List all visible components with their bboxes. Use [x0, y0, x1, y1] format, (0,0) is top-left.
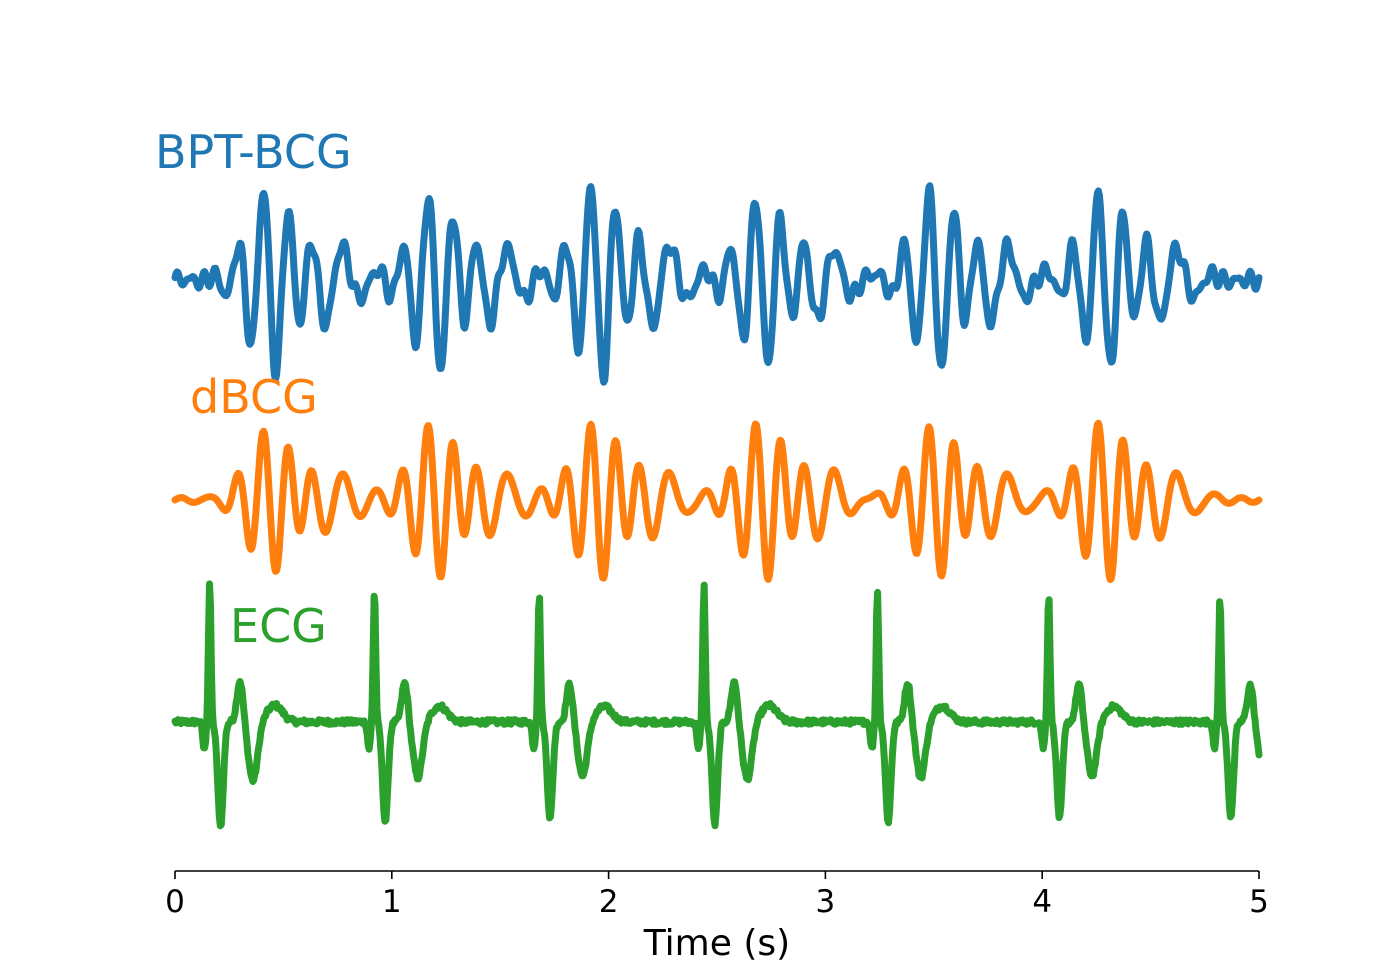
- x-ticks: 0 1 2 3 4 5: [165, 871, 1269, 920]
- series-label-bpt-bcg: BPT-BCG: [155, 125, 352, 179]
- traces-group: [171, 182, 1263, 830]
- x-tick-label: 3: [816, 884, 836, 920]
- series-label-ecg: ECG: [230, 599, 327, 653]
- series-line-bpt-bcg: [171, 182, 1263, 386]
- series-label-dbcg: dBCG: [190, 370, 318, 424]
- x-tick-label: 4: [1032, 884, 1052, 920]
- x-axis-label: Time (s): [643, 923, 790, 964]
- series-labels: BPT-BCG dBCG ECG: [155, 125, 352, 653]
- x-tick-label: 1: [382, 884, 402, 920]
- x-tick-label: 2: [599, 884, 619, 920]
- series-line-dbcg: [171, 419, 1263, 583]
- x-tick-label: 0: [165, 884, 185, 920]
- x-tick-label: 5: [1249, 884, 1269, 920]
- series-line-ecg: [171, 580, 1263, 830]
